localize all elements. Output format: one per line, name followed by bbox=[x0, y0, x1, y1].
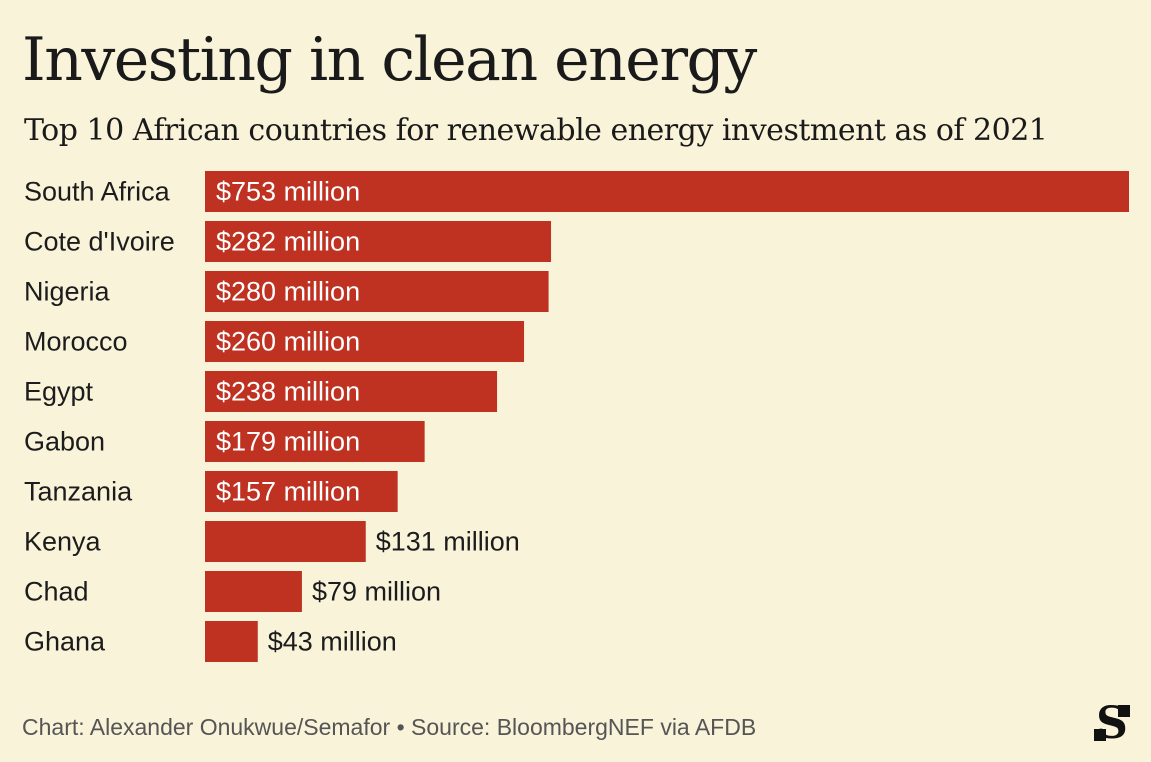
data-label: $157 million bbox=[216, 477, 360, 507]
data-label: $280 million bbox=[216, 277, 360, 307]
semafor-logo-icon: S bbox=[1092, 703, 1132, 743]
data-label: $79 million bbox=[312, 577, 441, 607]
category-label: South Africa bbox=[24, 177, 171, 207]
category-label: Cote d'Ivoire bbox=[24, 227, 175, 257]
category-label: Morocco bbox=[24, 327, 128, 357]
source-text: Source: BloombergNEF via AFDB bbox=[411, 714, 757, 740]
chart-subtitle: Top 10 African countries for renewable e… bbox=[24, 113, 1048, 148]
category-label: Chad bbox=[24, 577, 89, 607]
bar bbox=[205, 521, 366, 562]
data-label: $238 million bbox=[216, 377, 360, 407]
category-label: Tanzania bbox=[24, 477, 133, 507]
credit-text: Chart: Alexander Onukwue/Semafor bbox=[22, 714, 391, 740]
data-label: $43 million bbox=[268, 627, 397, 657]
chart-title: Investing in clean energy bbox=[22, 25, 757, 95]
category-label: Gabon bbox=[24, 427, 105, 457]
bar bbox=[205, 321, 525, 362]
bar bbox=[205, 371, 498, 412]
category-label: Kenya bbox=[24, 527, 102, 557]
category-label: Egypt bbox=[24, 377, 94, 407]
footer-separator: • bbox=[396, 714, 405, 740]
data-label: $131 million bbox=[376, 527, 520, 557]
bar bbox=[205, 171, 1129, 212]
data-label: $753 million bbox=[216, 177, 360, 207]
data-label: $179 million bbox=[216, 427, 360, 457]
bar bbox=[205, 621, 258, 662]
bar bbox=[205, 271, 549, 312]
bar bbox=[205, 471, 398, 512]
data-label: $260 million bbox=[216, 327, 360, 357]
chart-footer: Chart: Alexander Onukwue/Semafor • Sourc… bbox=[22, 712, 756, 742]
category-label: Nigeria bbox=[24, 277, 111, 307]
category-label: Ghana bbox=[24, 627, 106, 657]
bar bbox=[205, 571, 302, 612]
bar bbox=[205, 221, 552, 262]
bar bbox=[205, 421, 425, 462]
data-label: $282 million bbox=[216, 227, 360, 257]
